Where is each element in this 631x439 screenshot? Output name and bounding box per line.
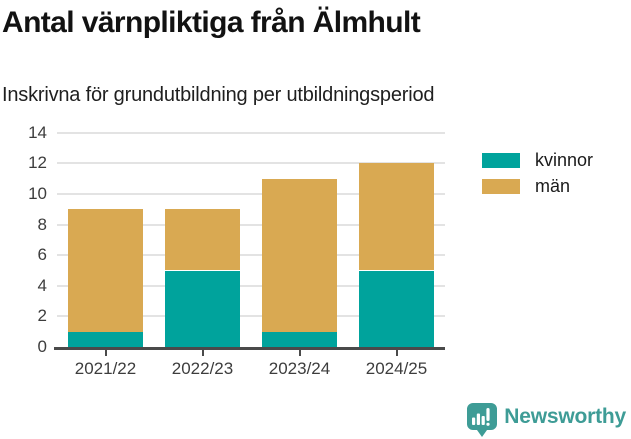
legend-label-man: män — [535, 176, 571, 196]
x-tick — [201, 350, 204, 356]
newsworthy-wordmark: Newsworthy — [504, 405, 626, 428]
y-tick-label: 14 — [28, 122, 47, 142]
bar-kvinnor-2022/23 — [165, 270, 240, 347]
y-tick-label: 12 — [28, 153, 47, 173]
x-tick-label: 2022/23 — [171, 359, 234, 378]
newsworthy-bubble-chart-icon — [467, 403, 498, 437]
chart-subtitle: Inskrivna för grundutbildning per utbild… — [2, 84, 435, 106]
x-tick — [298, 350, 301, 356]
x-tick-label: 2024/25 — [365, 359, 428, 378]
y-tick-label: 10 — [28, 184, 47, 203]
legend-swatch-kvinnor — [482, 152, 520, 168]
bar-män-2024/25 — [359, 163, 434, 271]
bar-kvinnor-2024/25 — [359, 270, 434, 347]
x-tick — [395, 350, 398, 356]
x-axis-line — [54, 347, 445, 350]
y-tick-label: 0 — [37, 337, 47, 356]
x-tick-label: 2023/24 — [268, 359, 331, 378]
y-tick-label: 8 — [37, 214, 47, 234]
bar-män-2021/22 — [68, 209, 143, 332]
gridline-y12 — [57, 162, 445, 165]
gridline-y10 — [57, 193, 445, 195]
chart-title: Antal värnpliktiga från Älmhult — [2, 6, 421, 39]
newsworthy-logo[interactable]: Newsworthy — [466, 403, 626, 437]
x-tick-label: 2021/22 — [74, 359, 137, 378]
gridline-y8 — [57, 223, 445, 226]
legend-item-man: män — [482, 177, 593, 195]
legend-swatch-man — [482, 178, 520, 194]
gridline-y4 — [57, 284, 445, 287]
y-tick-label: 6 — [37, 245, 47, 265]
bar-kvinnor-2023/24 — [262, 331, 337, 347]
gridline-y6 — [57, 254, 445, 257]
legend-item-kvinnor: kvinnor — [482, 151, 593, 169]
bar-män-2023/24 — [262, 178, 337, 332]
bar-män-2022/23 — [165, 209, 240, 271]
x-tick — [104, 350, 107, 356]
legend: kvinnor män — [482, 151, 593, 203]
bar-kvinnor-2021/22 — [68, 331, 143, 347]
gridline-y14 — [57, 131, 445, 134]
y-tick-label: 2 — [37, 306, 47, 326]
y-tick-label: 4 — [37, 275, 47, 295]
gridline-y2 — [57, 315, 445, 318]
plot-area: 0 2 4 6 8 10 12 14 2021/22 2022/23 2023/24 2024/25 — [0, 122, 470, 392]
legend-label-kvinnor: kvinnor — [535, 150, 594, 170]
